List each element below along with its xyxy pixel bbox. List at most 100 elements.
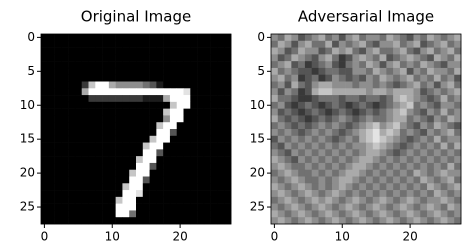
pixel bbox=[129, 95, 136, 102]
pixel bbox=[55, 75, 62, 82]
pixel bbox=[75, 136, 82, 143]
pixel bbox=[184, 88, 191, 95]
pixel bbox=[190, 109, 197, 116]
pixel bbox=[312, 210, 319, 217]
pixel bbox=[116, 156, 123, 163]
pixel bbox=[116, 129, 123, 136]
pixel bbox=[109, 163, 116, 170]
pixel bbox=[150, 143, 157, 150]
pixel bbox=[447, 82, 454, 89]
pixel bbox=[298, 122, 305, 129]
pixel bbox=[298, 170, 305, 177]
pixel bbox=[197, 75, 204, 82]
pixel bbox=[116, 34, 123, 41]
pixel bbox=[197, 68, 204, 75]
pixel bbox=[217, 102, 224, 109]
pixel bbox=[156, 204, 163, 211]
pixel bbox=[204, 68, 211, 75]
pixel bbox=[359, 54, 366, 61]
pixel bbox=[332, 88, 339, 95]
pixel bbox=[373, 177, 380, 184]
pixel bbox=[89, 204, 96, 211]
pixel bbox=[447, 34, 454, 41]
pixel bbox=[441, 156, 448, 163]
pixel bbox=[278, 149, 285, 156]
pixel bbox=[373, 102, 380, 109]
pixel bbox=[41, 197, 48, 204]
pixel bbox=[407, 129, 414, 136]
pixel bbox=[204, 95, 211, 102]
pixel bbox=[150, 136, 157, 143]
pixel bbox=[89, 217, 96, 224]
pixel bbox=[143, 210, 150, 217]
pixel bbox=[434, 41, 441, 48]
pixel bbox=[332, 41, 339, 48]
pixel bbox=[143, 48, 150, 55]
pixel bbox=[366, 54, 373, 61]
pixel bbox=[184, 109, 191, 116]
pixel bbox=[285, 197, 292, 204]
pixel bbox=[95, 149, 102, 156]
pixel bbox=[291, 115, 298, 122]
pixel bbox=[156, 183, 163, 190]
pixel bbox=[48, 54, 55, 61]
pixel bbox=[150, 68, 157, 75]
pixel bbox=[393, 156, 400, 163]
pixel bbox=[55, 122, 62, 129]
pixel bbox=[325, 170, 332, 177]
pixel bbox=[407, 54, 414, 61]
pixel bbox=[454, 102, 461, 109]
pixel bbox=[291, 75, 298, 82]
pixel bbox=[170, 163, 177, 170]
pixel bbox=[136, 88, 143, 95]
pixel bbox=[386, 102, 393, 109]
pixel bbox=[420, 75, 427, 82]
pixel bbox=[75, 48, 82, 55]
pixel bbox=[434, 95, 441, 102]
pixel bbox=[211, 177, 218, 184]
pixel bbox=[102, 68, 109, 75]
pixel bbox=[75, 149, 82, 156]
pixel bbox=[217, 143, 224, 150]
pixel bbox=[393, 41, 400, 48]
pixel bbox=[211, 82, 218, 89]
pixel bbox=[393, 177, 400, 184]
pixel bbox=[156, 156, 163, 163]
pixel bbox=[102, 61, 109, 68]
pixel bbox=[224, 177, 231, 184]
pixel bbox=[325, 129, 332, 136]
pixel bbox=[197, 163, 204, 170]
pixel bbox=[298, 115, 305, 122]
pixel bbox=[373, 34, 380, 41]
pixel bbox=[447, 143, 454, 150]
pixel bbox=[109, 109, 116, 116]
pixel bbox=[116, 68, 123, 75]
pixel bbox=[359, 217, 366, 224]
pixel bbox=[441, 183, 448, 190]
pixel bbox=[332, 34, 339, 41]
pixel bbox=[156, 129, 163, 136]
pixel bbox=[407, 122, 414, 129]
pixel bbox=[211, 88, 218, 95]
pixel bbox=[319, 210, 326, 217]
pixel bbox=[177, 109, 184, 116]
pixel bbox=[312, 156, 319, 163]
pixel bbox=[136, 61, 143, 68]
pixel bbox=[400, 190, 407, 197]
pixel bbox=[89, 54, 96, 61]
pixel bbox=[61, 177, 68, 184]
pixel bbox=[454, 163, 461, 170]
pixel bbox=[407, 75, 414, 82]
pixel bbox=[454, 190, 461, 197]
pixel bbox=[420, 129, 427, 136]
pixel bbox=[170, 129, 177, 136]
pixel bbox=[441, 217, 448, 224]
pixel bbox=[346, 41, 353, 48]
pixel bbox=[150, 163, 157, 170]
pixel bbox=[366, 115, 373, 122]
pixel bbox=[291, 54, 298, 61]
pixel bbox=[129, 34, 136, 41]
pixel bbox=[447, 217, 454, 224]
pixel bbox=[380, 68, 387, 75]
pixel bbox=[400, 149, 407, 156]
